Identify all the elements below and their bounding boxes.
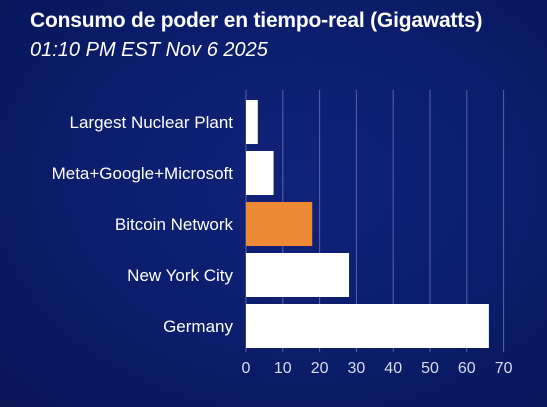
x-tick-label: 0 xyxy=(242,360,251,377)
x-tick-label: 60 xyxy=(458,360,476,377)
bars xyxy=(246,100,489,348)
x-tick-label: 40 xyxy=(384,360,402,377)
x-tick-label: 20 xyxy=(311,360,329,377)
category-label: Meta+Google+Microsoft xyxy=(52,164,234,183)
category-label: Germany xyxy=(163,317,233,336)
bar xyxy=(246,100,258,144)
chart-subtitle: 01:10 PM EST Nov 6 2025 xyxy=(30,39,268,61)
x-tick-label: 10 xyxy=(274,360,292,377)
chart-title: Consumo de poder en tiempo-real (Gigawat… xyxy=(30,9,483,32)
bar xyxy=(246,253,350,297)
bar xyxy=(246,304,489,348)
x-tick-label: 70 xyxy=(495,360,513,377)
category-label: Bitcoin Network xyxy=(115,215,234,234)
bar xyxy=(246,151,274,195)
x-tick-label: 50 xyxy=(421,360,439,377)
category-label: New York City xyxy=(127,266,233,285)
category-labels: Largest Nuclear Plant Meta+Google+Microso… xyxy=(52,113,234,336)
x-axis-tick-labels: 0 10 20 30 40 50 60 70 xyxy=(242,360,513,377)
category-label: Largest Nuclear Plant xyxy=(70,113,234,132)
bar xyxy=(246,202,313,246)
x-tick-label: 30 xyxy=(348,360,366,377)
